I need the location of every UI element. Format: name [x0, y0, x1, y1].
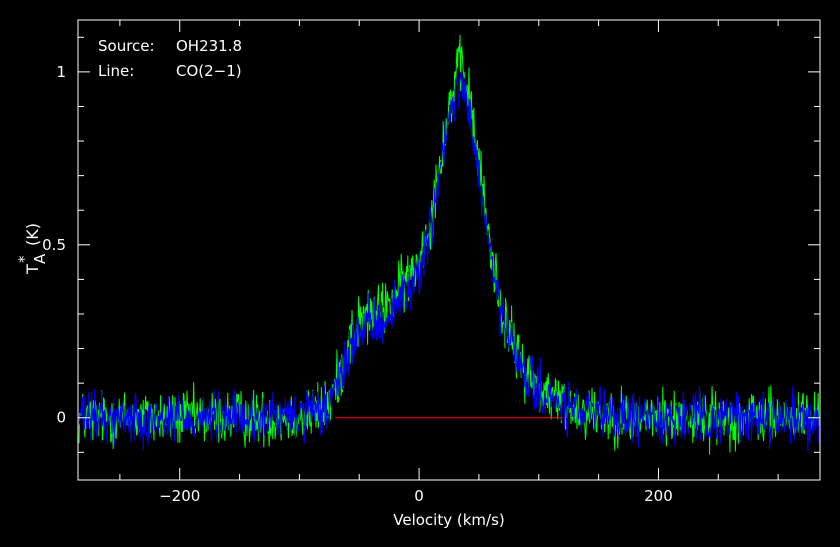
x-tick-label: 0 — [414, 487, 424, 505]
y-axis-label-main: T — [23, 264, 42, 275]
x-tick-label: −200 — [159, 487, 200, 505]
source-key: Source: — [98, 37, 155, 55]
source-value: OH231.8 — [176, 37, 242, 55]
y-axis-label-sup: * — [15, 255, 33, 263]
y-tick-label: 0.5 — [42, 236, 66, 254]
line-key: Line: — [98, 62, 134, 80]
x-axis-label: Velocity (km/s) — [393, 511, 504, 529]
y-tick-label: 1 — [56, 63, 66, 81]
plot-frame — [77, 19, 821, 481]
line-value: CO(2−1) — [176, 62, 242, 80]
series-line-1 — [78, 70, 820, 452]
y-axis-label-sub: A — [31, 253, 49, 264]
series-layer — [78, 34, 820, 455]
y-axis-label-unit: (K) — [23, 223, 42, 246]
y-axis-label: T A * (K) — [15, 223, 49, 275]
series-line-0 — [78, 34, 820, 455]
y-tick-label: 0 — [56, 409, 66, 427]
ticks-layer: −200 0 200 0 0.5 1 — [42, 20, 820, 505]
x-tick-label: 200 — [644, 487, 673, 505]
